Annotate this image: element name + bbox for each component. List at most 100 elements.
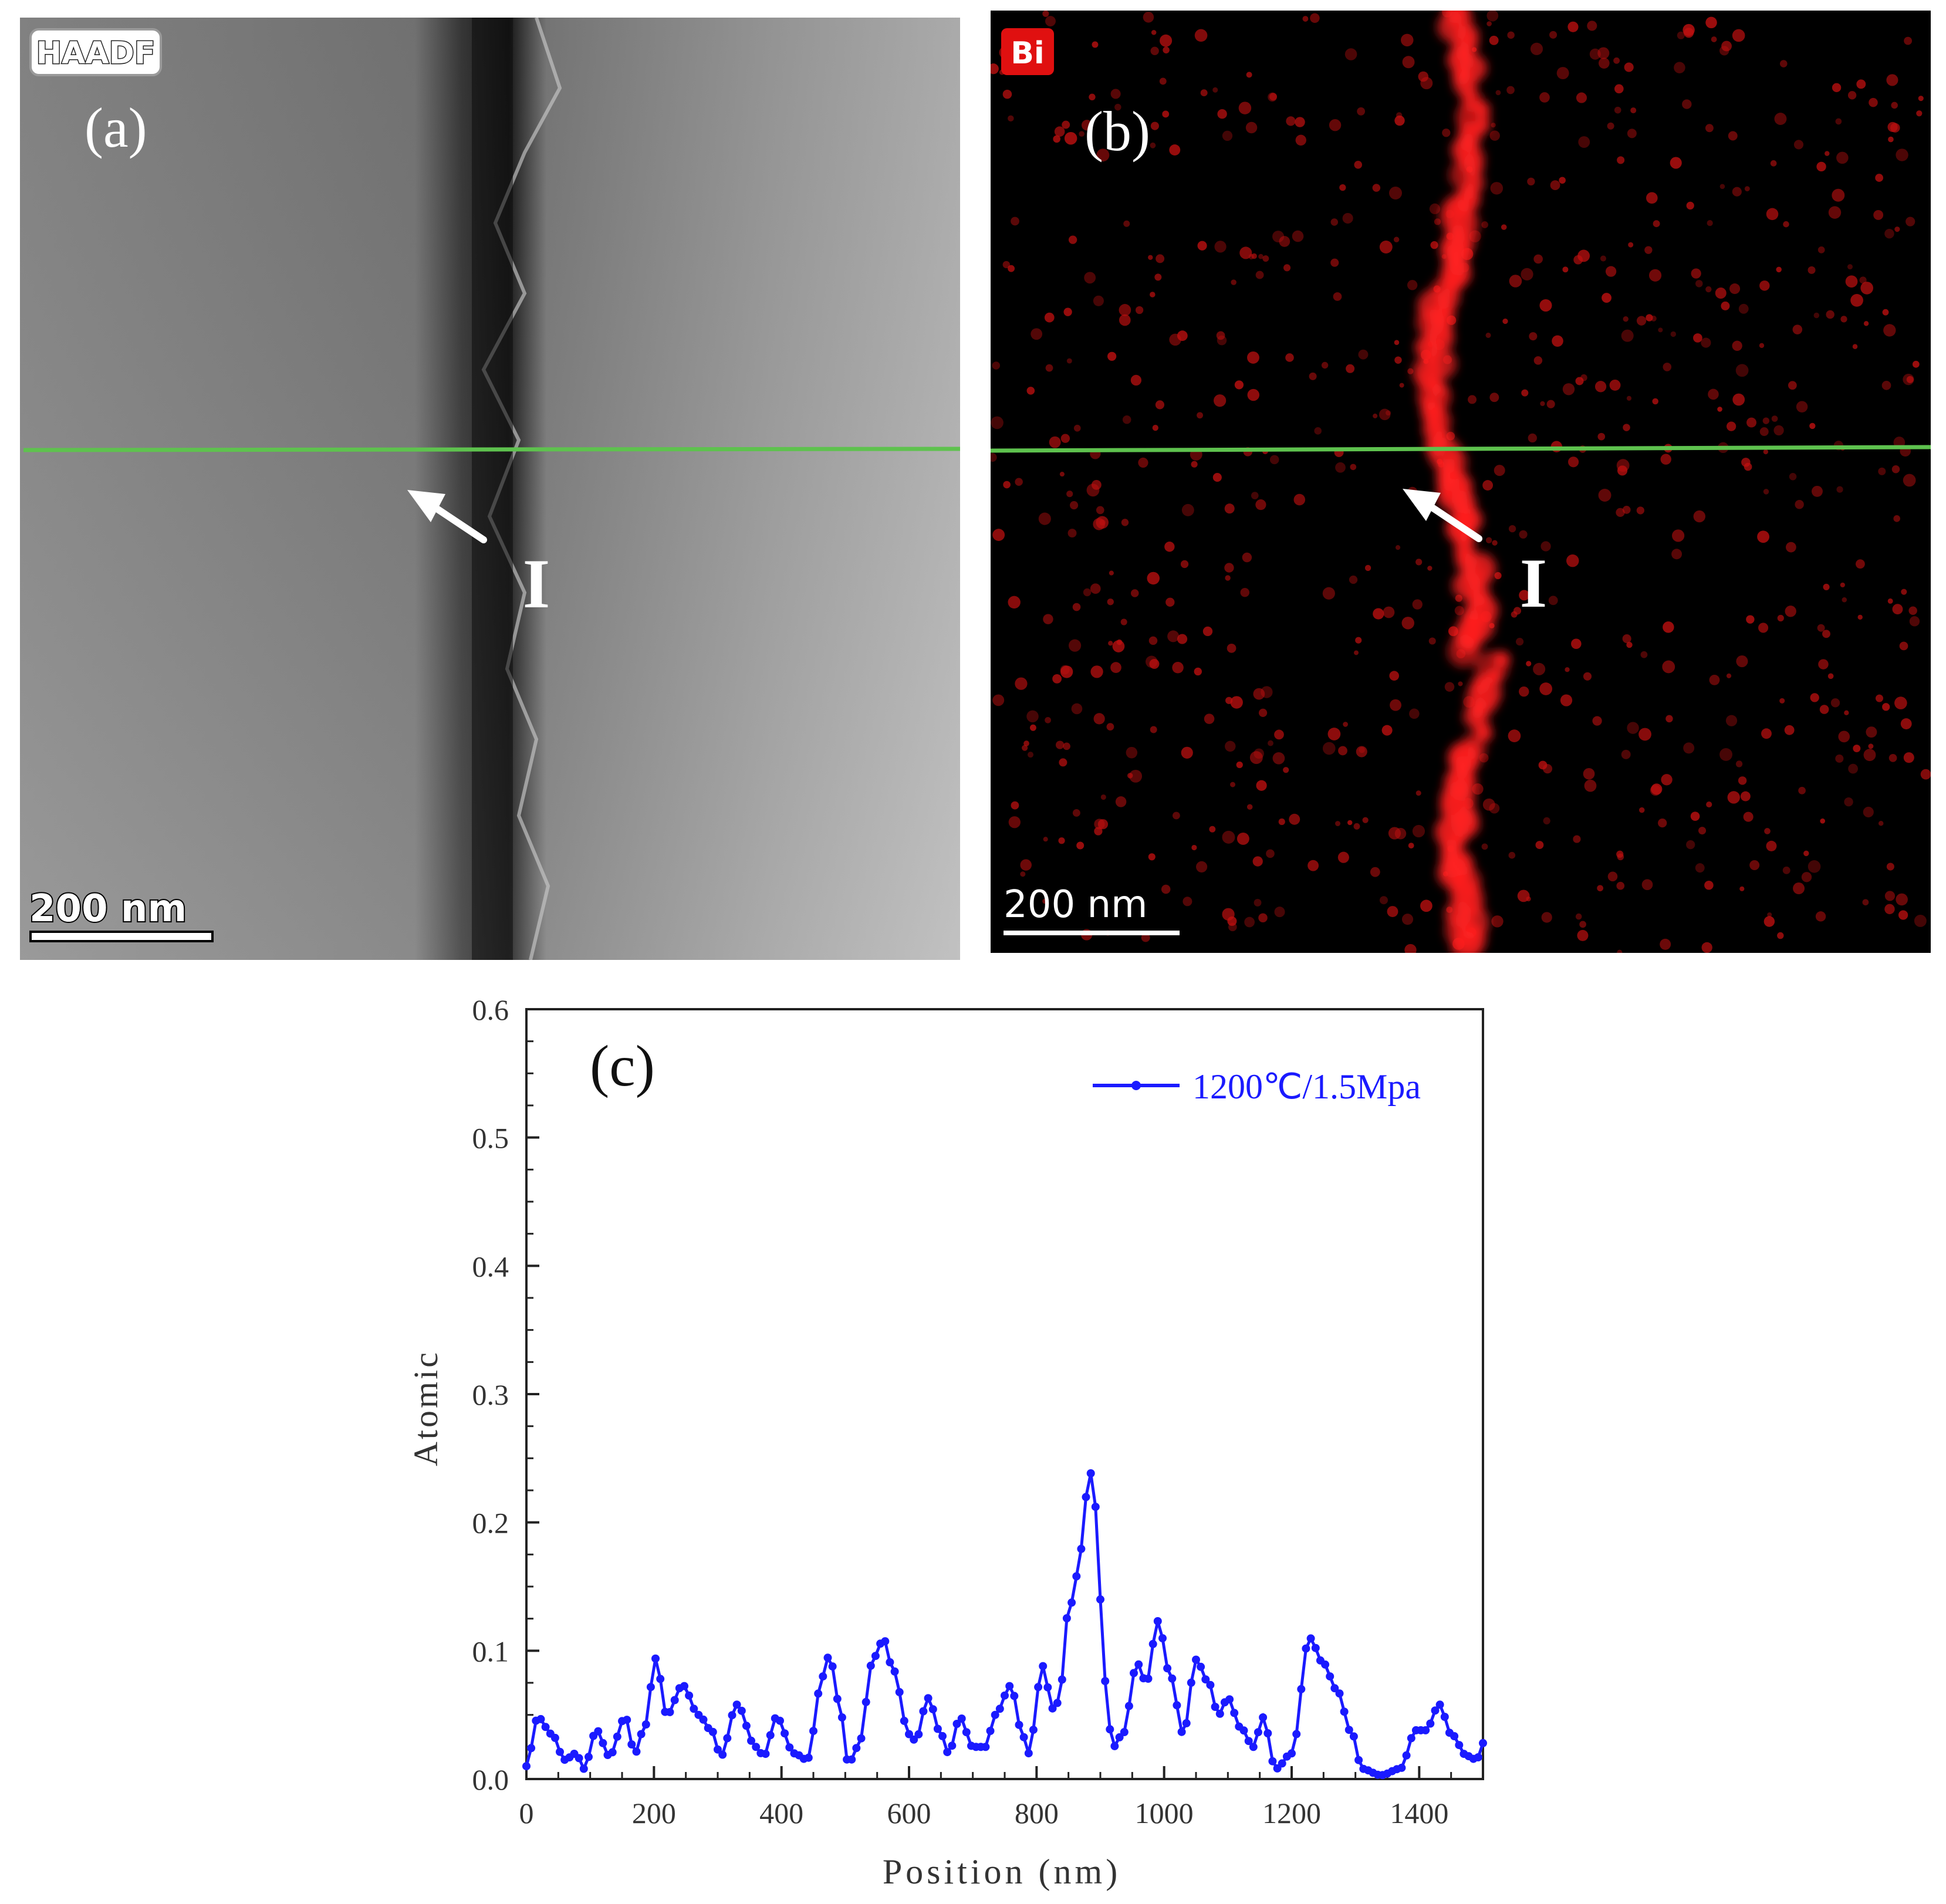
data-point [1034, 1683, 1043, 1692]
bi-dot [1670, 157, 1682, 169]
bi-dot [1883, 324, 1896, 337]
bi-dot [1732, 340, 1742, 351]
bi-dot [1757, 530, 1769, 543]
data-point [1211, 1703, 1219, 1711]
data-point [1225, 1695, 1234, 1704]
bi-dot [1492, 540, 1498, 546]
data-point [814, 1689, 823, 1698]
data-point [1455, 1741, 1464, 1750]
data-point [981, 1743, 990, 1751]
data-point [776, 1716, 784, 1725]
bi-dot [1338, 746, 1347, 756]
bi-dot [1066, 491, 1073, 498]
data-point [1349, 1732, 1358, 1741]
bi-dot [1560, 694, 1573, 706]
data-point [1244, 1737, 1253, 1746]
bi-dot [1015, 478, 1023, 486]
bi-dot [1090, 665, 1103, 678]
data-point [522, 1762, 531, 1771]
bi-dot [1108, 641, 1113, 646]
bi-dot [1258, 913, 1268, 923]
data-point [1029, 1726, 1038, 1734]
bi-dot [1852, 344, 1858, 349]
bi-dot [1738, 776, 1747, 785]
bi-dot [1840, 582, 1845, 588]
bi-dot [1653, 220, 1660, 228]
bi-dot [1390, 699, 1401, 711]
bi-dot [1079, 131, 1085, 137]
bi-dot [1770, 160, 1777, 167]
series-group [522, 1469, 1487, 1780]
bi-dot [1665, 715, 1673, 723]
bi-dot [1202, 626, 1213, 637]
bi-dot [1253, 688, 1265, 700]
bi-dot [1339, 184, 1346, 191]
bi-dot [1866, 726, 1877, 738]
bi-dot [1589, 48, 1601, 60]
bi-dot [1329, 119, 1342, 131]
bi-dot [1567, 21, 1579, 32]
data-point [579, 1764, 588, 1773]
bi-dot [1884, 228, 1894, 239]
bi-dot [1888, 136, 1894, 143]
bi-dot [1894, 696, 1907, 709]
bi-dot [1792, 324, 1803, 334]
bi-dot [1370, 867, 1380, 877]
data-point [1326, 1672, 1335, 1681]
data-point [905, 1730, 913, 1739]
bi-dot [1761, 728, 1772, 739]
bi-dot [1053, 135, 1060, 143]
bi-dot [1344, 48, 1357, 60]
bi-dot [1401, 914, 1414, 925]
bi-dot [1658, 327, 1663, 333]
bi-dot [1026, 387, 1035, 395]
data-point [1306, 1634, 1315, 1643]
data-point [1311, 1643, 1320, 1652]
bi-dot [1617, 156, 1625, 164]
bi-dot [991, 416, 1004, 430]
bi-dot [1898, 910, 1908, 920]
data-point [1062, 1614, 1071, 1622]
bi-dot [1126, 746, 1138, 759]
bi-dot [1027, 752, 1034, 758]
bi-dot [1008, 265, 1015, 272]
bi-dot [1777, 614, 1784, 622]
bi-dot [1357, 107, 1366, 116]
bi-dot [1651, 783, 1663, 795]
bi-dot [1835, 118, 1842, 125]
data-point [708, 1727, 717, 1736]
bi-dot [1594, 381, 1607, 393]
bi-dot [1071, 703, 1083, 715]
bi-dot [1533, 662, 1546, 675]
bi-dot [1486, 11, 1499, 22]
bi-dot [1120, 618, 1127, 625]
bi-dot [1335, 462, 1346, 473]
bi-dot [1530, 591, 1536, 598]
data-point [1450, 1732, 1459, 1740]
bi-dot [1893, 515, 1900, 522]
bi-dot [1501, 224, 1507, 230]
data-point [1302, 1644, 1310, 1653]
bi-dot [1857, 614, 1863, 620]
bi-dot [1278, 818, 1285, 826]
bi-dot [1511, 611, 1518, 618]
bi-dot [1383, 606, 1395, 618]
bi-dot [1894, 226, 1900, 232]
bi-dot [1274, 729, 1284, 740]
bi-dot [1042, 11, 1049, 17]
bi-dot [1191, 844, 1197, 851]
data-point [852, 1744, 861, 1753]
bi-dot [1836, 486, 1843, 493]
y-tick-label: 0.3 [472, 1378, 509, 1411]
bi-dot [1844, 710, 1849, 715]
bi-dot [1914, 914, 1927, 927]
data-point [1330, 1684, 1339, 1693]
bi-dot [1695, 280, 1703, 288]
bi-dot [1579, 921, 1586, 928]
bi-dot [1777, 932, 1784, 939]
bi-dot [1335, 821, 1340, 827]
bi-dot [1708, 388, 1719, 400]
bi-dot [1519, 590, 1530, 601]
bi-dot [1519, 530, 1528, 539]
bi-dot [1247, 351, 1259, 364]
